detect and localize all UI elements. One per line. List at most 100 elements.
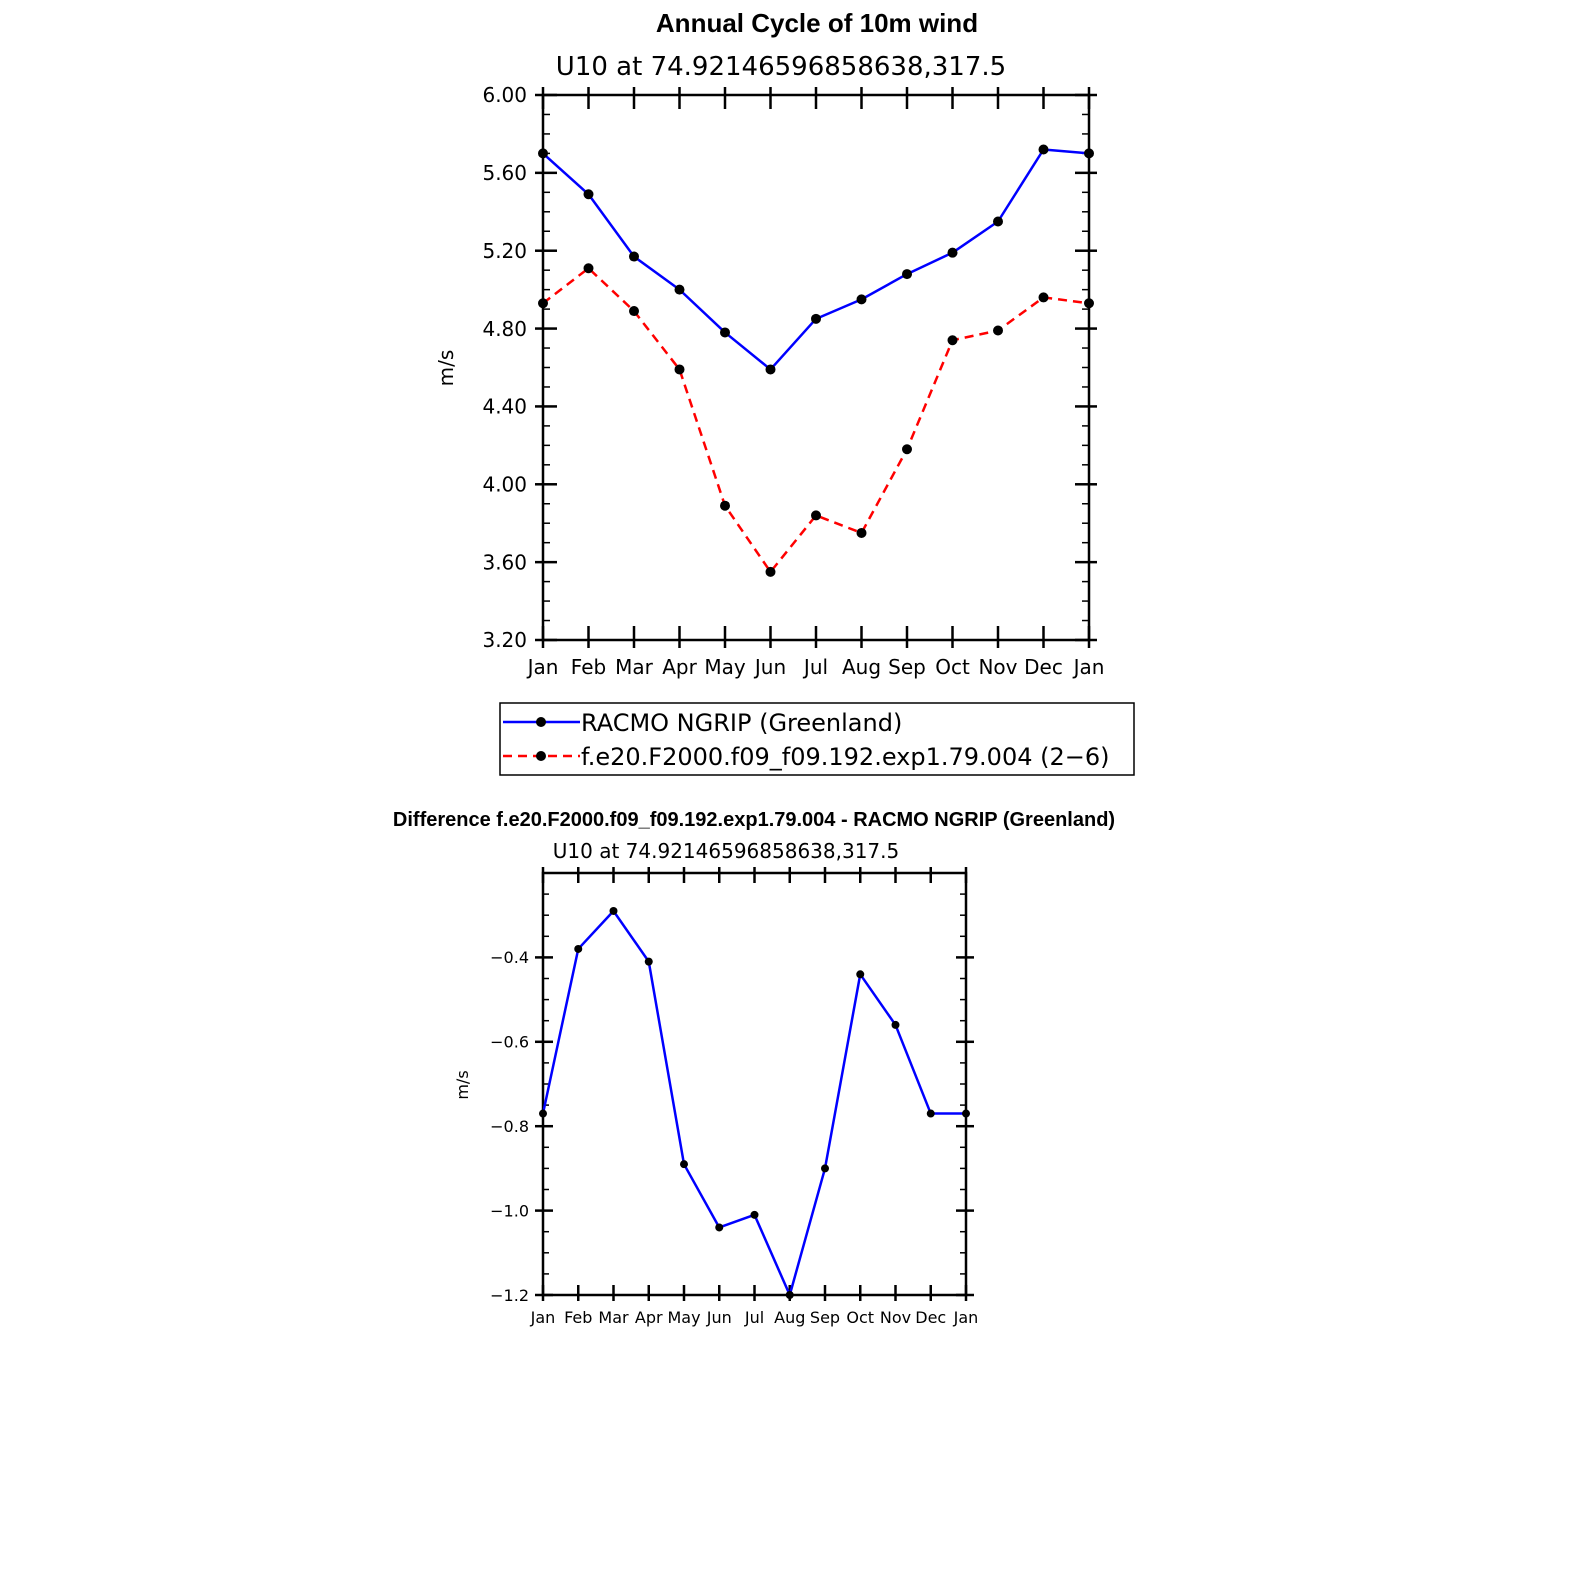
data-point [765,566,776,577]
y-tick-label: 5.20 [482,239,527,263]
data-point [856,527,867,538]
x-tick-label: Feb [571,655,606,679]
series-line-0 [542,148,1090,371]
y-tick-label: 5.60 [482,161,527,185]
data-point [674,284,685,295]
data-point [811,313,821,324]
data-point [644,957,653,966]
x-tick-label: Jan [530,1308,556,1327]
chart-subtitle: U10 at 74.92146596858638,317.5 [556,52,1006,82]
chart-title: Difference f.e20.F2000.f09_f09.192.exp1.… [393,809,1115,831]
y-tick-label: 3.20 [482,628,527,652]
x-tick-label: Jan [526,655,559,679]
y-tick-label: −1.2 [490,1286,529,1305]
data-point [902,444,912,455]
x-tick-label: Jun [753,655,786,679]
x-tick-label: Dec [1024,655,1063,679]
x-tick-label: Jan [1072,655,1105,679]
plot-frame [541,871,968,1297]
data-point [720,500,730,511]
data-point [1038,292,1049,303]
data-point [765,364,776,375]
x-tick-label: Sep [810,1308,840,1327]
data-point [674,364,685,375]
data-point [993,325,1003,336]
data-point [539,1109,547,1118]
series-line-1 [542,266,1090,574]
chart-title: Annual Cycle of 10m wind [656,8,978,38]
data-point [715,1223,724,1232]
data-point [891,1020,900,1029]
x-tick-label: May [704,655,746,679]
data-point [574,944,583,953]
data-point [1038,144,1049,155]
data-point [583,263,594,274]
x-tick-label: Oct [935,655,970,679]
plot-area: Jan Feb Mar Apr May Jun Jul Aug Sep Oct Nov Dec Jan−… [490,867,978,1327]
x-tick-label: May [667,1308,700,1327]
difference-chart: Difference f.e20.F2000.f09_f09.192.exp1.… [393,809,1115,1327]
legend-marker-model [536,751,546,761]
data-point [629,306,639,317]
chart-subtitle: U10 at 74.92146596858638,317.5 [553,839,899,863]
data-point [538,148,548,159]
x-tick-label: Apr [635,1308,663,1327]
y-axis-label: m/s [453,1070,472,1099]
y-tick-label: −0.4 [490,948,529,967]
data-point [962,1109,970,1118]
x-tick-label: Jun [706,1308,732,1327]
legend-label-racmo: RACMO NGRIP (Greenland) [581,709,902,737]
data-point [811,510,821,521]
x-tick-label: Mar [615,655,654,679]
y-tick-label: −1.0 [490,1201,529,1220]
data-point [926,1109,935,1118]
x-tick-label: Jul [744,1308,764,1327]
data-point [1084,148,1094,159]
x-tick-label: Feb [564,1308,592,1327]
data-point [583,189,594,200]
x-tick-label: Apr [662,655,697,679]
y-tick-label: 4.40 [482,395,527,419]
x-tick-label: Jan [953,1308,979,1327]
y-axis-label: m/s [434,350,458,387]
x-tick-label: Jul [802,655,828,679]
data-point [947,247,958,258]
data-point [947,335,958,346]
y-tick-label: 6.00 [482,83,527,107]
y-tick-label: 4.00 [482,472,527,496]
plot-frame [541,93,1091,642]
series-line-0 [541,909,966,1297]
legend-label-model: f.e20.F2000.f09_f09.192.exp1.79.004 (2−6… [581,743,1109,771]
data-point [856,970,865,979]
legend-marker-racmo [536,717,546,727]
annual-cycle-chart: Annual Cycle of 10m wind U10 at 74.92146… [434,8,1135,776]
data-point [629,251,639,262]
y-tick-label: −0.6 [490,1033,529,1052]
data-point [1084,298,1094,309]
data-point [538,298,548,309]
x-tick-label: Dec [915,1308,946,1327]
data-point [720,327,730,338]
x-tick-label: Nov [880,1308,911,1327]
y-tick-label: −0.8 [490,1117,529,1136]
y-tick-label: 4.80 [482,317,527,341]
plot-area: Jan Feb Mar Apr May Jun Jul Aug Sep Oct Nov Dec Jan 3… [482,83,1104,679]
data-point [993,216,1003,227]
x-tick-label: Oct [846,1308,874,1327]
data-point [609,906,618,915]
data-point [680,1160,688,1169]
x-tick-label: Nov [978,655,1017,679]
data-point [785,1291,794,1299]
x-tick-label: Aug [774,1308,805,1327]
data-point [856,294,867,305]
data-point [902,269,912,280]
x-tick-label: Aug [842,655,881,679]
x-tick-label: Mar [598,1308,629,1327]
data-point [750,1210,759,1219]
legend: RACMO NGRIP (Greenland) f.e20.F2000.f09_… [499,702,1135,776]
data-point [821,1164,829,1173]
x-tick-label: Sep [888,655,926,679]
y-tick-label: 3.60 [482,550,527,574]
legend-box [499,702,1135,776]
